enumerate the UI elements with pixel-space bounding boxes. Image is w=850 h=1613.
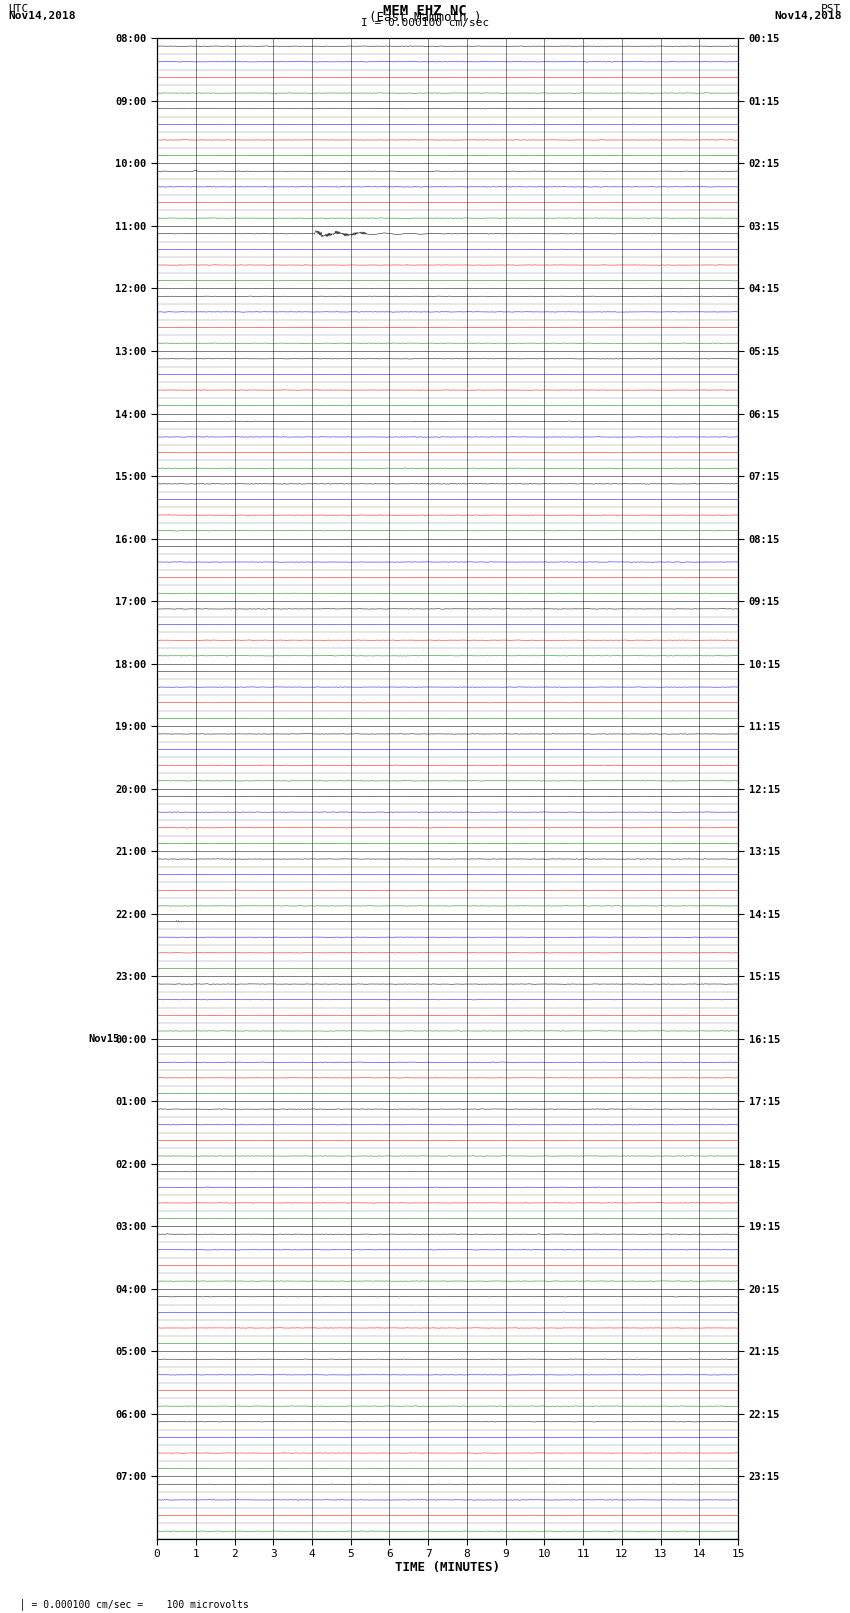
Text: PST: PST xyxy=(821,5,842,15)
Text: Nov14,2018: Nov14,2018 xyxy=(774,11,842,21)
Text: │ = 0.000100 cm/sec =    100 microvolts: │ = 0.000100 cm/sec = 100 microvolts xyxy=(8,1598,249,1610)
Text: MEM EHZ NC: MEM EHZ NC xyxy=(383,5,467,18)
X-axis label: TIME (MINUTES): TIME (MINUTES) xyxy=(395,1561,500,1574)
Bar xyxy=(157,1539,738,1547)
Text: Nov14,2018: Nov14,2018 xyxy=(8,11,76,21)
Text: Nov15: Nov15 xyxy=(88,1034,119,1044)
Text: UTC: UTC xyxy=(8,5,29,15)
Text: (East Mammoth ): (East Mammoth ) xyxy=(369,11,481,24)
Text: I = 0.000100 cm/sec: I = 0.000100 cm/sec xyxy=(361,18,489,27)
